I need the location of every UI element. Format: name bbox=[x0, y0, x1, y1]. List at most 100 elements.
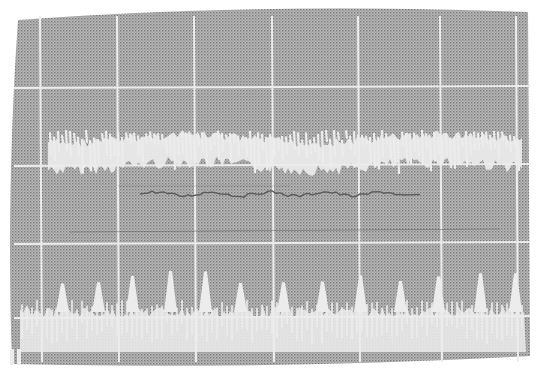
upper-trace-spike bbox=[212, 134, 217, 146]
upper-trace-spike bbox=[512, 135, 517, 147]
upper-trace-spike bbox=[200, 132, 205, 153]
upper-trace-spike bbox=[356, 134, 361, 150]
upper-trace-spike bbox=[300, 139, 305, 149]
lower-trace-peak bbox=[126, 276, 139, 312]
upper-trace-spike bbox=[256, 132, 261, 167]
upper-trace-spike bbox=[152, 133, 157, 146]
upper-trace-spike bbox=[376, 136, 381, 170]
upper-trace-spike bbox=[400, 131, 405, 147]
upper-trace-spike bbox=[476, 132, 481, 151]
upper-trace-spike bbox=[464, 131, 469, 167]
upper-trace-spike bbox=[316, 133, 321, 160]
upper-trace-spike bbox=[252, 137, 257, 174]
upper-trace-spike bbox=[352, 131, 357, 157]
upper-trace-spike bbox=[128, 133, 133, 145]
upper-trace-spike bbox=[424, 133, 429, 151]
upper-trace-spike bbox=[176, 137, 181, 156]
faint-baseline bbox=[69, 228, 501, 233]
upper-trace-spike bbox=[320, 130, 325, 163]
upper-trace-spike bbox=[240, 137, 245, 147]
upper-trace-spike bbox=[168, 135, 173, 157]
upper-trace-spike bbox=[108, 133, 113, 160]
upper-trace-spike bbox=[344, 130, 349, 139]
upper-trace-spike bbox=[204, 136, 209, 167]
upper-trace-spike bbox=[348, 135, 353, 151]
upper-trace-spike bbox=[136, 135, 141, 158]
upper-trace-spike bbox=[244, 136, 249, 158]
upper-trace-spike bbox=[508, 135, 513, 153]
upper-trace-spike bbox=[324, 130, 329, 142]
upper-trace-spike bbox=[132, 132, 137, 143]
upper-trace-spike bbox=[288, 134, 293, 146]
upper-trace-spike bbox=[56, 130, 61, 153]
upper-trace-spike bbox=[388, 137, 393, 160]
upper-trace-spike bbox=[196, 134, 201, 147]
upper-trace-spike bbox=[432, 132, 437, 162]
upper-trace-spike bbox=[52, 136, 57, 162]
upper-trace-spike bbox=[224, 134, 229, 143]
grid-horizontal-line bbox=[13, 241, 531, 245]
lower-trace-peak bbox=[92, 282, 105, 312]
upper-trace-spike bbox=[336, 131, 341, 141]
upper-trace-spike bbox=[112, 139, 117, 156]
upper-trace-spike bbox=[80, 138, 85, 174]
upper-trace-spike bbox=[116, 131, 121, 157]
upper-trace-spike bbox=[488, 134, 493, 151]
upper-trace-spike bbox=[292, 130, 297, 150]
upper-trace-spike bbox=[500, 131, 505, 142]
upper-trace-spike bbox=[264, 136, 269, 171]
upper-trace-spike bbox=[312, 137, 317, 153]
upper-trace-spike bbox=[404, 132, 409, 160]
upper-trace-spike bbox=[272, 137, 277, 157]
upper-trace-spike bbox=[280, 135, 285, 160]
upper-trace-spike bbox=[156, 133, 161, 145]
grid-vertical-line bbox=[39, 15, 43, 363]
upper-trace-spike bbox=[284, 136, 289, 155]
upper-trace-spike bbox=[392, 137, 397, 163]
upper-trace-spike bbox=[48, 132, 53, 157]
upper-trace-spike bbox=[100, 132, 105, 142]
upper-trace-spike bbox=[64, 129, 69, 151]
upper-trace-spike bbox=[96, 139, 101, 164]
upper-trace-spike bbox=[296, 132, 301, 155]
upper-trace-spike bbox=[408, 133, 413, 164]
upper-trace-spike bbox=[448, 137, 453, 169]
upper-trace-spike bbox=[492, 130, 497, 149]
upper-trace-spike bbox=[412, 132, 417, 152]
lower-trace bbox=[20, 270, 526, 352]
upper-trace-spike bbox=[180, 132, 185, 154]
corner-mark bbox=[10, 349, 21, 365]
upper-trace-spike bbox=[220, 132, 225, 153]
upper-trace-spike bbox=[364, 135, 369, 145]
upper-trace-spike bbox=[456, 135, 461, 164]
upper-trace-spike bbox=[276, 137, 281, 151]
upper-trace-spike bbox=[380, 130, 385, 158]
upper-trace-spike bbox=[416, 139, 421, 157]
upper-trace-spike bbox=[140, 139, 145, 163]
grid-vertical-line bbox=[271, 15, 275, 363]
upper-trace-spike bbox=[188, 134, 193, 160]
scope-screen bbox=[10, 8, 530, 366]
upper-trace-spike bbox=[164, 138, 169, 155]
lower-trace-peak bbox=[432, 276, 445, 312]
upper-trace-spike bbox=[260, 133, 265, 151]
lower-trace-peak bbox=[199, 271, 212, 312]
upper-trace-spike bbox=[496, 131, 501, 160]
upper-trace-spike bbox=[304, 132, 309, 158]
grid-horizontal-line bbox=[13, 85, 531, 89]
upper-trace-spike bbox=[436, 136, 441, 155]
upper-trace-spike bbox=[468, 134, 473, 156]
upper-trace-spike bbox=[368, 136, 373, 165]
upper-trace-spike bbox=[504, 135, 509, 147]
upper-trace-spike bbox=[124, 132, 129, 141]
upper-trace-spike bbox=[148, 131, 153, 142]
upper-trace-spike bbox=[440, 138, 445, 162]
upper-trace-spike bbox=[444, 132, 449, 157]
upper-trace-spike bbox=[84, 129, 89, 143]
upper-trace-spike bbox=[192, 138, 197, 160]
middle-trace-line bbox=[139, 190, 420, 199]
upper-trace-spike bbox=[332, 130, 337, 157]
upper-trace-spike bbox=[420, 129, 425, 165]
upper-trace-spike bbox=[88, 139, 93, 172]
